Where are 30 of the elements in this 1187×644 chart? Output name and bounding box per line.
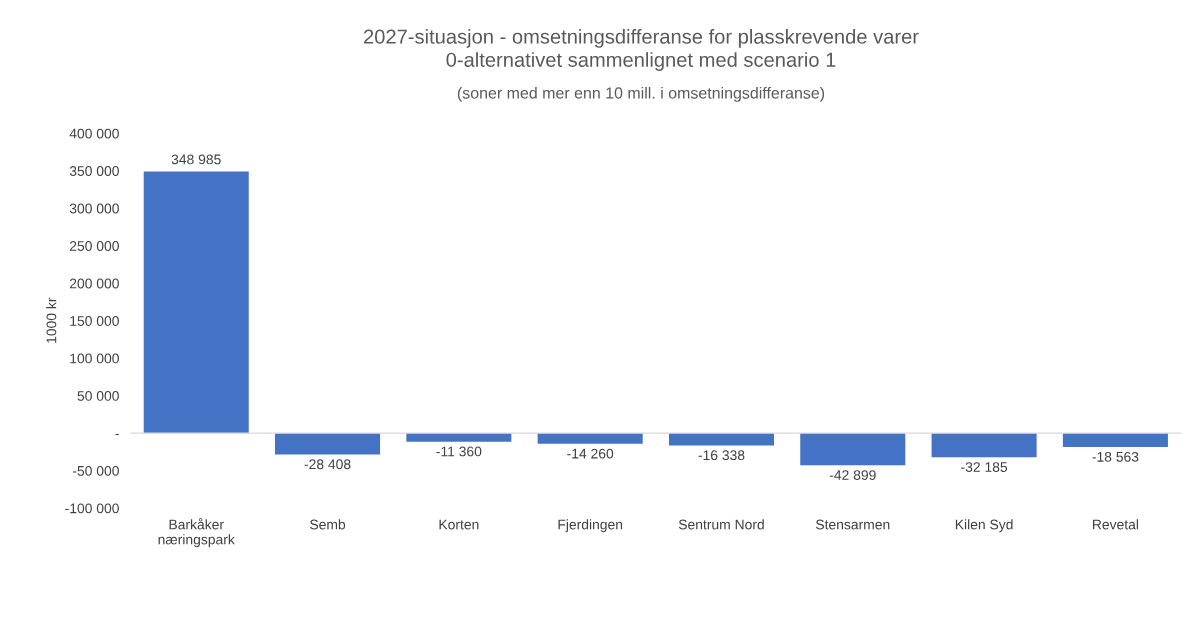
y-tick-label: 300 000	[69, 203, 119, 214]
x-tick-label: Stensarmen	[815, 519, 890, 530]
y-tick-label: -	[115, 433, 119, 436]
x-tick-label: Fjerdingen	[558, 519, 623, 533]
chart-title: 2027-situasjon - omsetningsdifferanse for plasskrevende varer 0-alternativet sammenlignet med scenario 1	[364, 28, 919, 71]
y-tick-label: 350 000	[69, 166, 119, 176]
y-tick-label: 200 000	[69, 278, 119, 289]
data-label: -11 360	[436, 446, 482, 457]
x-tick-label: Revetal	[1093, 519, 1139, 530]
x-tick-label: Semb	[310, 519, 346, 530]
x-tick-label: Kilen Syd	[955, 519, 1013, 533]
x-tick-label: Barkåker næringspark	[158, 518, 235, 548]
x-tick-label: Sentrum Nord	[678, 519, 764, 530]
data-label: -32 185	[961, 462, 1008, 472]
y-tick-label: 150 000	[70, 316, 119, 326]
chart-subtitle: (soner med mer enn 10 mill. i omsetningsdifferanse)	[457, 86, 825, 102]
data-label: -16 338	[698, 450, 745, 461]
y-tick-label: 100 000	[70, 353, 119, 364]
y-tick-label: -50 000	[72, 465, 119, 476]
data-label: -14 260	[567, 448, 614, 459]
x-tick-label: Korten	[439, 519, 479, 530]
data-label: -18 563	[1092, 451, 1139, 462]
y-tick-label: 50 000	[77, 391, 119, 401]
data-label: -28 408	[304, 459, 351, 470]
y-tick-label: 400 000	[69, 128, 119, 139]
y-axis-title: 1000 kr	[46, 297, 57, 343]
y-tick-label: 250 000	[69, 241, 119, 251]
y-tick-label: -100 000	[65, 503, 119, 514]
data-label: 348 985	[171, 154, 221, 165]
data-label: -42 899	[829, 470, 876, 481]
